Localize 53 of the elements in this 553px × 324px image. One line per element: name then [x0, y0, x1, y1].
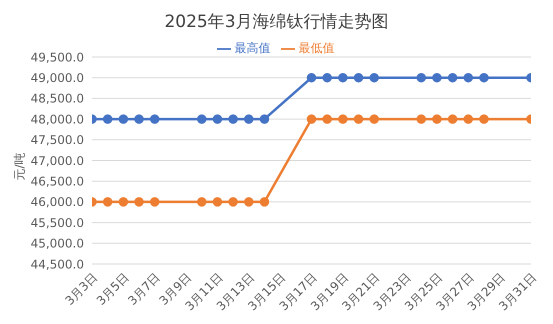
point [212, 197, 222, 207]
point [134, 114, 144, 124]
point [416, 114, 426, 124]
y-tick-label: 45,500.0 [30, 216, 84, 230]
point [260, 197, 270, 207]
point [464, 114, 474, 124]
point [369, 72, 379, 82]
y-tick-label: 48,500.0 [30, 92, 84, 106]
point [369, 114, 379, 124]
point [102, 114, 112, 124]
point [322, 72, 332, 82]
point [306, 72, 316, 82]
point [354, 114, 364, 124]
y-tick-label: 48,000.0 [30, 112, 84, 126]
legend-label: 最低值 [298, 41, 334, 55]
point [260, 114, 270, 124]
chart-title: 2025年3月海绵钛行情走势图 [163, 11, 390, 33]
point [118, 197, 128, 207]
y-tick-label: 47,000.0 [30, 154, 84, 168]
y-tick-label: 49,500.0 [30, 50, 84, 64]
point [322, 114, 332, 124]
point [244, 114, 254, 124]
point [228, 197, 238, 207]
point [338, 72, 348, 82]
point [150, 197, 160, 207]
point [354, 72, 364, 82]
point [448, 114, 458, 124]
point [479, 114, 489, 124]
point [306, 114, 316, 124]
y-tick-label: 44,500.0 [30, 257, 84, 272]
point [150, 114, 160, 124]
point [432, 114, 442, 124]
point [197, 197, 206, 207]
y-tick-label: 46,000.0 [30, 195, 84, 210]
point [197, 114, 206, 124]
point [479, 72, 489, 82]
y-axis-title: 元/吨 [12, 151, 28, 183]
point [228, 114, 238, 124]
point [212, 114, 222, 124]
point [432, 72, 442, 82]
legend-label: 最高值 [234, 41, 270, 55]
y-tick-label: 45,000.0 [30, 236, 84, 251]
y-tick-label: 46,500.0 [30, 174, 84, 188]
point [338, 114, 348, 124]
point [464, 72, 474, 82]
point [416, 72, 426, 82]
point [134, 197, 144, 207]
point [448, 72, 458, 82]
point [244, 197, 254, 207]
point [102, 197, 112, 207]
y-tick-label: 47,500.0 [30, 133, 84, 148]
y-tick-label: 49,000.0 [30, 70, 84, 85]
point [118, 114, 128, 124]
